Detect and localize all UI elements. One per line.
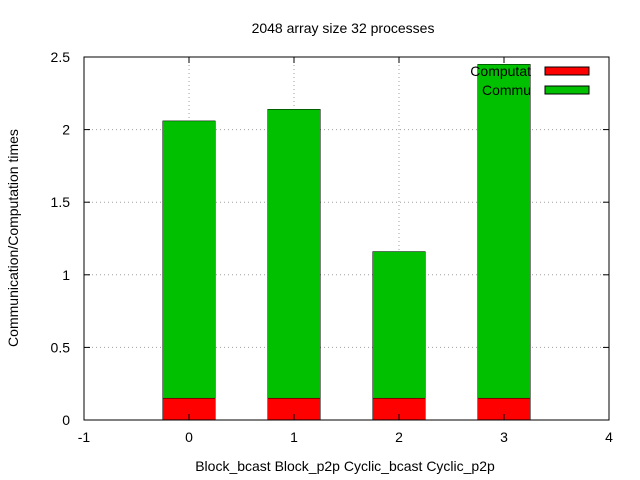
legend-swatch [544, 66, 590, 76]
x-tick-label: -1 [78, 429, 91, 445]
legend-label: Computat [470, 63, 531, 79]
legend-label: Commu [482, 82, 531, 98]
legend: Computat Commu [470, 63, 590, 98]
y-tick-label: 1 [62, 267, 70, 283]
x-tick-label: 1 [290, 429, 298, 445]
bar-communication [162, 120, 216, 399]
x-tick-label: 2 [395, 429, 403, 445]
plot-frame [83, 56, 610, 421]
x-tick-label: 3 [500, 429, 508, 445]
y-axis-label: Communication/Computation times [5, 129, 21, 347]
x-tick-label: 0 [185, 429, 193, 445]
axis-ticks: 0 0.5 1 1.5 2 2.5 -1 0 1 2 3 4 [51, 49, 614, 445]
bar-communication [372, 251, 426, 399]
y-tick-label: 1.5 [51, 194, 71, 210]
bars [162, 64, 531, 421]
bar-communication [477, 64, 531, 399]
y-tick-label: 0.5 [51, 339, 71, 355]
y-tick-label: 2.5 [51, 49, 71, 65]
y-tick-label: 0 [62, 412, 70, 428]
category-labels: Block_bcast Block_p2p Cyclic_bcast Cycli… [195, 458, 495, 474]
chart-title: 2048 array size 32 processes [252, 20, 435, 36]
y-tick-label: 2 [62, 122, 70, 138]
bar-communication [267, 109, 321, 399]
legend-swatch [544, 85, 590, 95]
category-labels-line: Block_bcast Block_p2p Cyclic_bcast Cycli… [195, 458, 495, 474]
x-tick-label: 4 [605, 429, 613, 445]
